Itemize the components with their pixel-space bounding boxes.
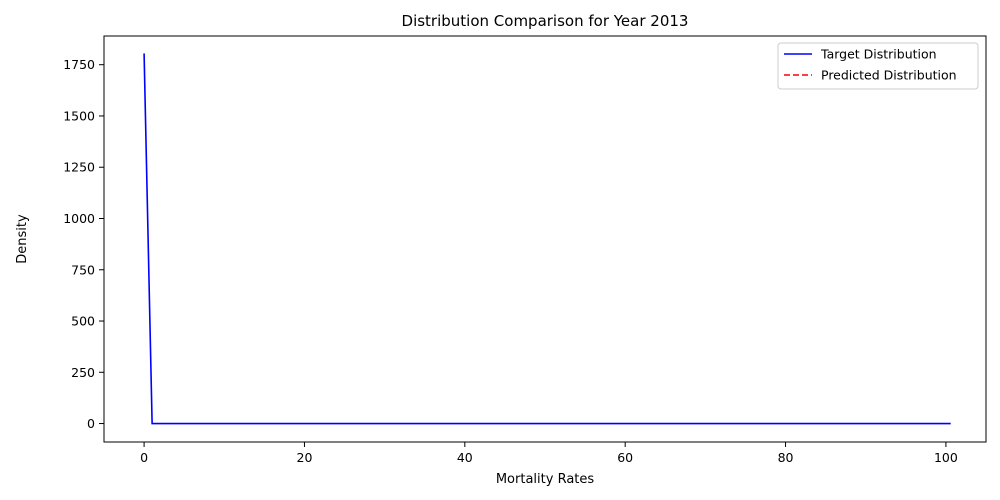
- y-tick-label: 1500: [63, 108, 95, 123]
- y-tick-label: 0: [87, 416, 95, 431]
- legend: Target Distribution Predicted Distributi…: [777, 42, 979, 90]
- plot-frame: [103, 35, 987, 443]
- x-tick-label: 60: [617, 450, 633, 465]
- legend-box: [777, 42, 979, 90]
- chart-title: Distribution Comparison for Year 2013: [402, 12, 689, 30]
- y-axis-label: Density: [15, 214, 30, 264]
- y-tick-label: 750: [71, 262, 95, 277]
- x-tick-label: 100: [934, 450, 958, 465]
- legend-label-target: Target Distribution: [820, 47, 937, 62]
- x-tick-label: 40: [457, 450, 473, 465]
- series-line-0: [143, 53, 951, 425]
- x-axis-ticks: 0 20 40 60 80 100: [140, 442, 958, 465]
- x-tick-label: 20: [297, 450, 313, 465]
- y-tick-label: 1750: [63, 57, 95, 72]
- x-tick-label: 80: [778, 450, 794, 465]
- plot-area: [103, 35, 987, 443]
- y-tick-label: 250: [71, 365, 95, 380]
- y-tick-label: 1000: [63, 211, 95, 226]
- legend-label-predicted: Predicted Distribution: [821, 68, 957, 83]
- y-axis-ticks: 0 250 500 750 1000 1250 1500 1750: [63, 57, 104, 431]
- y-tick-label: 500: [71, 314, 95, 329]
- y-tick-label: 1250: [63, 160, 95, 175]
- x-tick-label: 0: [140, 450, 148, 465]
- x-axis-label: Mortality Rates: [496, 472, 595, 487]
- series-layer: [143, 53, 951, 425]
